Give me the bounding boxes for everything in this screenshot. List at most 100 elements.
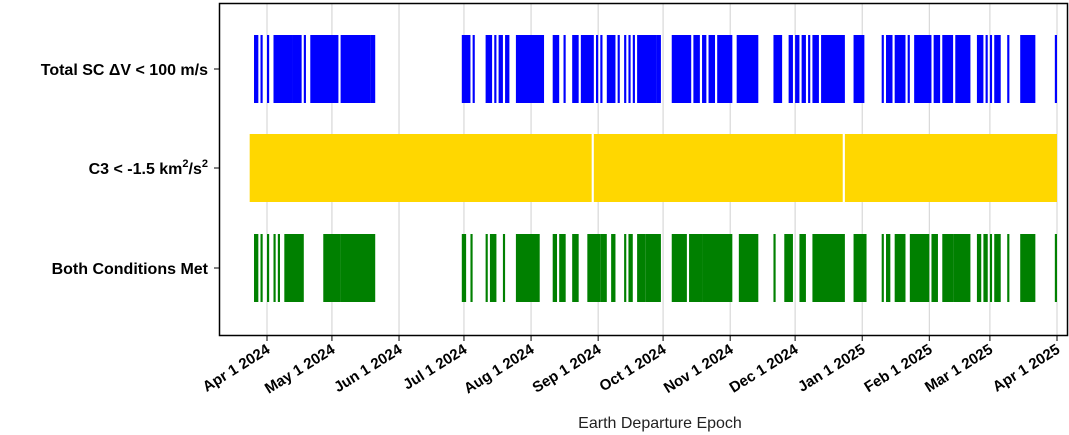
x-tick-label: Jun 1 2024 [331, 341, 406, 396]
interval-bar [340, 234, 376, 302]
interval-bar [821, 35, 845, 103]
interval-bar [994, 35, 1001, 103]
interval-bar [1020, 35, 1036, 103]
interval-bar [559, 234, 566, 302]
y-label-main: C3 < -1.5 km [89, 161, 183, 178]
interval-bar [844, 134, 1057, 202]
interval-bar [983, 234, 988, 302]
interval-bar [624, 35, 627, 103]
interval-bar [931, 234, 938, 302]
y-axis-labels: Total SC ΔV < 100 m/sC3 < -1.5 km2/s2Bot… [41, 62, 209, 278]
interval-bar [606, 35, 616, 103]
interval-bar [502, 234, 506, 302]
interval-bar [645, 234, 661, 302]
interval-bar [340, 35, 371, 103]
interval-bar [572, 35, 579, 103]
interval-bar [515, 35, 545, 103]
interval-bar [773, 234, 776, 302]
interval-bar [738, 234, 759, 302]
interval-bar [267, 234, 270, 302]
interval-bar [303, 35, 306, 103]
interval-bar [808, 35, 811, 103]
interval-bar [702, 35, 707, 103]
interval-bar [552, 234, 558, 302]
interval-bar [1007, 234, 1010, 302]
interval-bar [249, 134, 592, 202]
interval-bar [717, 35, 733, 103]
x-tick-label: Jul 1 2024 [400, 341, 470, 394]
plot-frame [218, 2, 1069, 337]
interval-bar [572, 234, 579, 302]
x-tick-label: Apr 1 2024 [200, 341, 274, 396]
interval-bar [470, 234, 473, 302]
x-tick-label: Jan 1 2025 [795, 341, 868, 396]
interval-bar [671, 234, 687, 302]
interval-bar [292, 35, 302, 103]
x-tick-label: Apr 1 2025 [990, 341, 1063, 396]
interval-bar [370, 35, 376, 103]
interval-bar [461, 35, 471, 103]
interval-bar [801, 35, 806, 103]
interval-bar [853, 35, 865, 103]
interval-bar [989, 234, 993, 302]
interval-bar [736, 35, 759, 103]
interval-bar [284, 234, 304, 302]
x-tick-label: Aug 1 2024 [461, 341, 538, 398]
interval-bar [1007, 35, 1010, 103]
interval-bar [799, 234, 806, 302]
interval-bar [637, 35, 657, 103]
interval-bar [788, 35, 793, 103]
interval-bar [914, 35, 932, 103]
interval-bar [976, 35, 984, 103]
interval-bar [886, 35, 893, 103]
interval-bar [955, 35, 971, 103]
interval-bar [260, 234, 263, 302]
interval-bar [953, 234, 971, 302]
interval-bar [942, 35, 954, 103]
interval-bar [273, 234, 276, 302]
x-tick-label: Nov 1 2024 [661, 341, 737, 397]
interval-bar [600, 35, 603, 103]
interval-bar [886, 234, 891, 302]
y-tick-label: C3 < -1.5 km2/s2 [89, 158, 208, 178]
interval-bar [976, 234, 982, 302]
y-tick-label: Total SC ΔV < 100 m/s [41, 62, 208, 79]
interval-bar [989, 35, 993, 103]
interval-bar [273, 35, 293, 103]
x-tick-label: Feb 1 2025 [861, 341, 935, 396]
interval-bar [933, 35, 941, 103]
interval-bar [254, 234, 259, 302]
interval-bar [942, 234, 954, 302]
interval-bar [853, 234, 867, 302]
interval-bar [881, 234, 884, 302]
interval-bar [489, 234, 497, 302]
interval-bars [249, 35, 1057, 302]
x-tick-label: Mar 1 2025 [922, 341, 996, 396]
interval-bar [587, 234, 601, 302]
interval-bar [267, 35, 270, 103]
interval-bar [611, 234, 616, 302]
interval-bar [485, 234, 488, 302]
interval-bar [784, 234, 793, 302]
interval-bar [310, 35, 339, 103]
interval-bar [907, 35, 910, 103]
interval-bar [260, 35, 263, 103]
interval-bar [812, 234, 845, 302]
interval-bar [277, 234, 280, 302]
interval-bar [628, 234, 633, 302]
x-tick-label: May 1 2024 [262, 341, 339, 398]
interval-bar [254, 35, 259, 103]
interval-bar [693, 35, 700, 103]
x-tick-label: Sep 1 2024 [529, 341, 604, 397]
interval-bar [589, 35, 594, 103]
y-label-superscript: 2 [202, 158, 208, 170]
interval-bar [985, 35, 988, 103]
y-label-tail: /s [189, 161, 202, 178]
y-axis-ticks [214, 68, 219, 269]
interval-bar [1054, 234, 1057, 302]
y-label-main: Both Conditions Met [52, 261, 209, 278]
interval-bar [461, 234, 467, 302]
interval-bar [1020, 234, 1036, 302]
